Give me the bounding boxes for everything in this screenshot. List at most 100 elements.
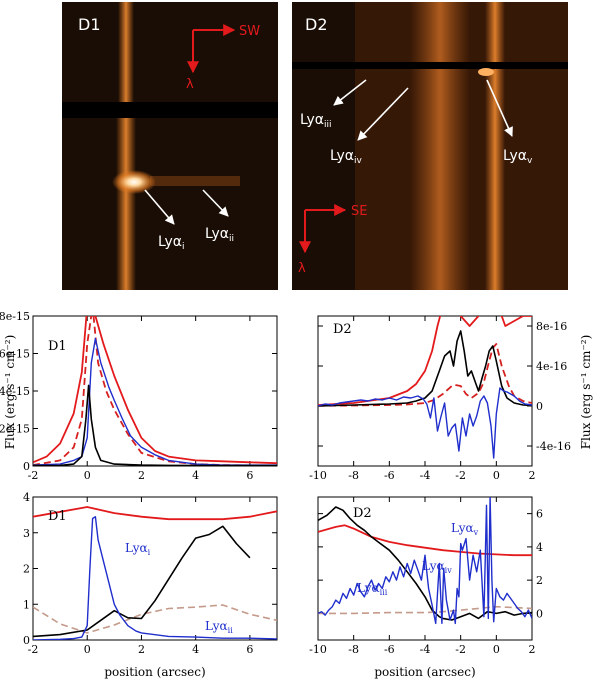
flux_d1-xtick-label: 6 — [246, 469, 253, 482]
d2-arrow-lya-v — [486, 79, 513, 137]
flux_d1-series-group — [33, 316, 277, 466]
flux-d2-panel: -10 -8 -6 -4 -2 0 2 -4e-16 0 4e-16 8e-16 — [309, 315, 571, 482]
d2-wide-streak — [410, 2, 470, 290]
ratio_d2-series-group — [318, 497, 532, 625]
ratio_d2-series-red — [318, 524, 532, 557]
flux_d1-xtick-label: 2 — [138, 469, 145, 482]
ratio_d1-xtick-label: -2 — [28, 643, 39, 656]
flux_d1-ytick-label: 2e-15 — [0, 423, 30, 436]
ratio-d1-xlabel: position (arcsec) — [104, 665, 205, 679]
ratio_d2-xtick-label: -6 — [384, 643, 395, 656]
ratio_d1-series-group — [33, 506, 277, 640]
ratio_d2-frame — [317, 496, 533, 641]
d2-label-lya-iii: Lyαiii — [300, 112, 332, 130]
d1-emission-knot — [112, 170, 156, 194]
flux_d2-xtick-label: -4 — [420, 469, 431, 482]
ratio-d2-panel: -10 -8 -6 -4 -2 0 2 0 2 4 6 — [309, 496, 543, 656]
ratio_d1-xtick-label: 4 — [192, 643, 199, 656]
ratio_d1-ytick-label: 3 — [23, 527, 30, 540]
flux_d2-ytick-label: 0 — [536, 400, 543, 413]
ratio_d2-ytick-label: 0 — [536, 607, 543, 620]
ratio_d1-xtick-label: 6 — [246, 643, 253, 656]
d1-label-lya-i: Lyαi — [158, 234, 185, 252]
ratio_d2-ytick-label: 6 — [536, 508, 543, 521]
ratio_d1-ytick-label: 0 — [23, 634, 30, 647]
d1-label-lya-ii: Lyαii — [205, 226, 234, 244]
flux_d2-ytick-label: 4e-16 — [536, 360, 567, 373]
flux_d2-xtick-label: -10 — [309, 469, 327, 482]
flux_d2-series-red-dashed — [318, 343, 532, 407]
flux_d1-ytick-label: 8e-15 — [0, 310, 30, 323]
ratio_d1-ytick-label: 4 — [23, 491, 30, 504]
flux_d2-ytick-label: 8e-16 — [536, 320, 567, 333]
d2-direction-label: SE — [351, 204, 367, 219]
flux_d1-ytick-label: 0 — [23, 460, 30, 473]
ratio_d1-xtick-label: 2 — [138, 643, 145, 656]
ratio-d1-tag: D1 — [48, 509, 67, 524]
ratio-d2-xlabel: position (arcsec) — [374, 665, 475, 679]
d2-tag: D2 — [305, 15, 328, 34]
flux-d2-tag: D2 — [333, 322, 352, 337]
flux_d1-frame — [32, 315, 278, 467]
flux_d1-series-black — [33, 384, 277, 466]
ratio_d2-xtick-label: -8 — [348, 643, 359, 656]
ratio_d1-series-red — [33, 506, 277, 521]
ratio-d2-tag: D2 — [353, 506, 372, 521]
d1-arrow-lya-i — [144, 189, 175, 225]
flux_d1-xtick-label: 0 — [84, 469, 91, 482]
d2-label-lya-v: Lyαv — [503, 148, 533, 166]
flux_d2-xtick-label: -6 — [384, 469, 395, 482]
ratio-d2-label-lya-v: Lyαv — [451, 521, 479, 537]
flux_d1-xtick-label: 4 — [192, 469, 199, 482]
flux_d2-series-black — [318, 330, 532, 407]
ratio-d1-label-lya-i: Lyαi — [125, 541, 151, 557]
flux_d2-frame — [317, 315, 533, 467]
d1-image: D1 SW λ Lyαi Lyαii — [62, 2, 278, 290]
flux_d2-xtick-label: 2 — [529, 469, 536, 482]
d1-arrow-lya-ii — [202, 189, 229, 217]
ratio_d1-series-tan-dashed — [33, 604, 277, 634]
d1-tag: D1 — [78, 15, 101, 34]
d1-lambda-label: λ — [186, 77, 194, 92]
flux_d2-ytick-label: -4e-16 — [536, 440, 571, 453]
flux_d1-ytick-label: 4e-15 — [0, 385, 30, 398]
flux-d2-ylabel: Flux (erg s⁻¹ cm⁻²) — [579, 335, 593, 450]
d2-emission-knot — [478, 68, 494, 76]
flux_d2-xtick-label: -2 — [455, 469, 466, 482]
ratio_d1-series-blue — [33, 516, 277, 640]
ratio_d2-series-tan-dashed — [318, 605, 532, 615]
d2-arrow-lya-iii — [333, 79, 367, 106]
flux-d1-tag: D1 — [48, 339, 67, 354]
ratio_d2-xtick-label: 2 — [529, 643, 536, 656]
d2-gap-band — [292, 62, 568, 69]
flux_d2-series-group — [318, 316, 532, 459]
ratio_d1-ytick-label: 1 — [23, 598, 30, 611]
flux_d1-xtick-label: -2 — [28, 469, 39, 482]
ratio_d2-ytick-label: 2 — [536, 574, 543, 587]
d1-image-background — [62, 2, 278, 290]
ratio_d2-series-blue — [318, 497, 532, 625]
d1-direction-label: SW — [239, 24, 260, 39]
ratio_d1-ytick-label: 2 — [23, 563, 30, 576]
d2-lambda-label: λ — [298, 261, 306, 276]
ratio_d1-xtick-label: 0 — [84, 643, 91, 656]
ratio_d2-xtick-label: -2 — [455, 643, 466, 656]
ratio_d1-frame — [32, 496, 278, 641]
flux_d2-xtick-label: -8 — [348, 469, 359, 482]
flux_d2-series-blue — [318, 387, 532, 459]
d1-continuum-streak-top — [118, 2, 134, 102]
ratio-d1-label-lya-ii: Lyαii — [205, 619, 233, 635]
flux_d2-series-red — [318, 316, 532, 406]
ratio_d2-xtick-label: -4 — [420, 643, 431, 656]
flux_d2-xtick-label: 0 — [493, 469, 500, 482]
ratio_d2-xtick-label: -10 — [309, 643, 327, 656]
ratio_d1-series-black — [33, 525, 251, 638]
d2-arrow-lya-iv — [357, 87, 409, 141]
d2-image: D2 Lyαiii Lyαiv Lyαv SE λ — [292, 2, 568, 290]
d1-gap-band — [62, 102, 278, 118]
ratio_d2-xtick-label: 0 — [493, 643, 500, 656]
flux-d1-ylabel: Flux (erg s⁻¹ cm⁻²) — [3, 335, 17, 450]
d1-extended-emission — [150, 176, 240, 186]
